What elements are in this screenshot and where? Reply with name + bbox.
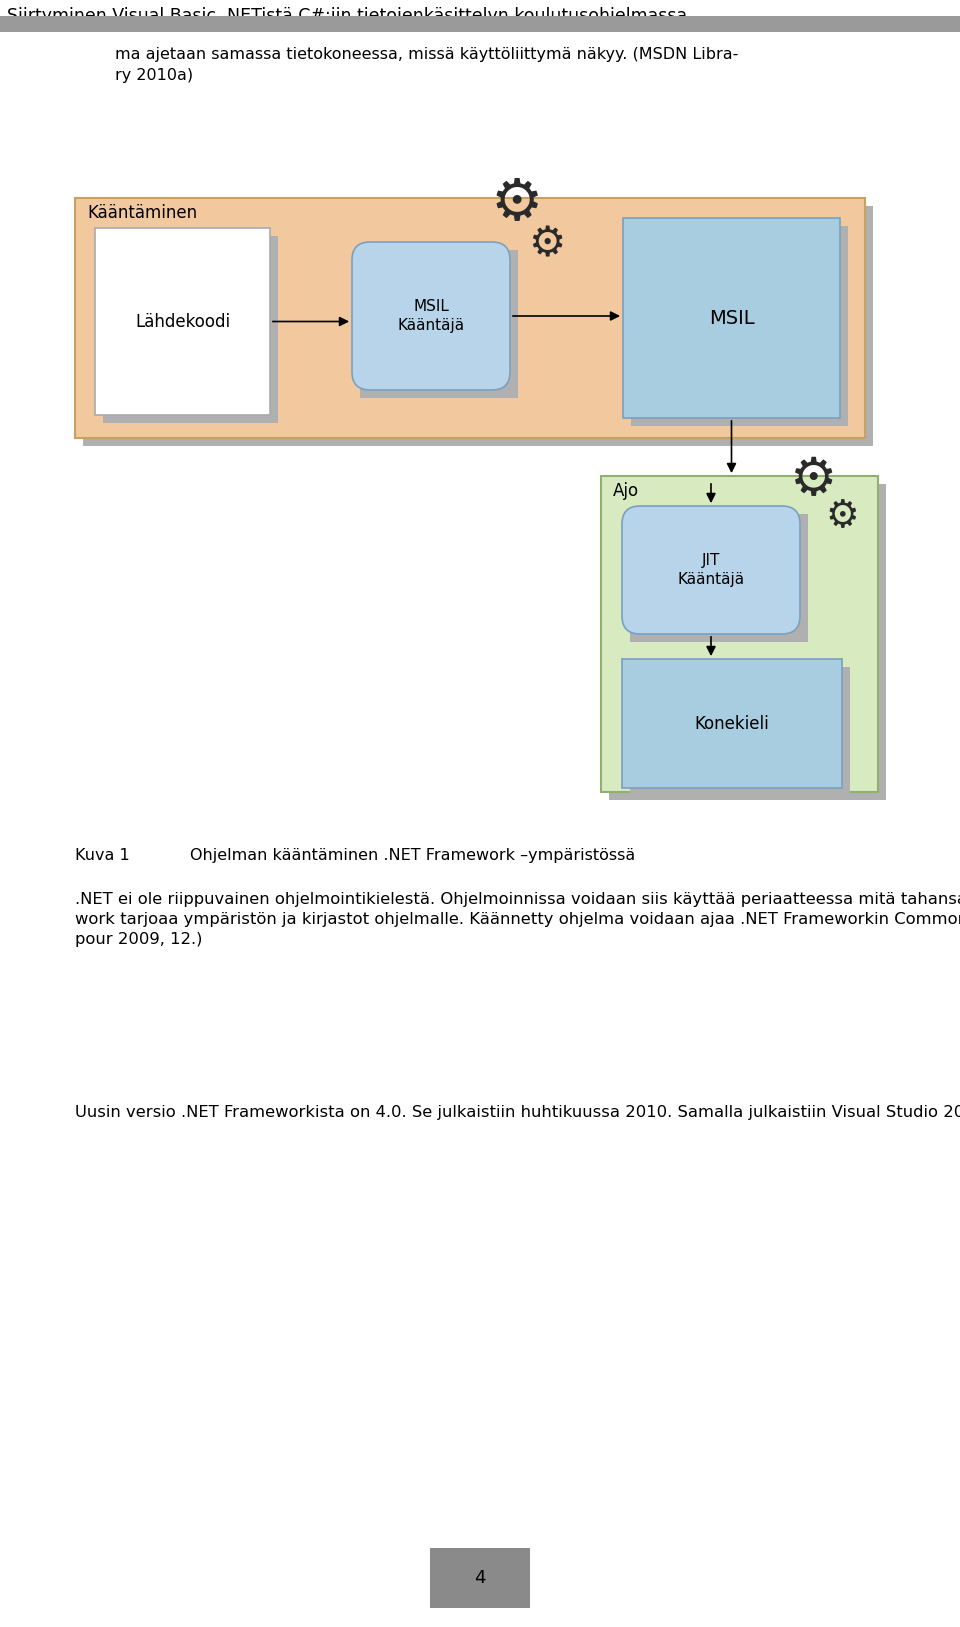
Bar	[0, 16, 960, 33]
Text: JIT
Kääntäjä: JIT Kääntäjä	[678, 553, 745, 587]
Bar	[360, 251, 518, 399]
Text: MSIL
Kääntäjä: MSIL Kääntäjä	[397, 299, 465, 334]
Text: Konekieli: Konekieli	[695, 714, 769, 732]
Bar	[430, 1547, 530, 1607]
Text: ⚙: ⚙	[825, 499, 858, 535]
Text: ⚙: ⚙	[790, 454, 837, 506]
Bar	[630, 667, 850, 796]
FancyBboxPatch shape	[352, 242, 510, 390]
Text: 4: 4	[474, 1568, 486, 1586]
Bar	[623, 218, 840, 418]
Bar	[601, 477, 878, 792]
Text: ⚙: ⚙	[490, 176, 542, 233]
FancyBboxPatch shape	[622, 506, 800, 635]
Bar	[103, 236, 278, 423]
Text: Kuva 1: Kuva 1	[75, 848, 130, 862]
Bar	[622, 659, 842, 787]
Text: ma ajetaan samassa tietokoneessa, missä käyttöliittymä näkyy. (MSDN Libra-
ry 20: ma ajetaan samassa tietokoneessa, missä …	[115, 47, 738, 83]
Text: Ohjelman kääntäminen .NET Framework –ympäristössä: Ohjelman kääntäminen .NET Framework –ymp…	[190, 848, 636, 862]
Bar	[631, 226, 848, 426]
Text: MSIL: MSIL	[708, 309, 755, 327]
Text: Lähdekoodi: Lähdekoodi	[135, 312, 230, 330]
Text: Siirtyminen Visual Basic .NETistä C#:iin tietojenkäsittelyn koulutusohjelmassa: Siirtyminen Visual Basic .NETistä C#:iin…	[7, 7, 687, 24]
Bar	[83, 207, 873, 446]
Text: Uusin versio .NET Frameworkista on 4.0. Se julkaistiin huhtikuussa 2010. Samalla: Uusin versio .NET Frameworkista on 4.0. …	[75, 1105, 960, 1119]
Bar	[75, 198, 865, 438]
Bar	[630, 514, 808, 643]
Bar	[95, 228, 270, 415]
Text: Kääntäminen: Kääntäminen	[87, 203, 197, 221]
Text: .NET ei ole riippuvainen ohjelmointikielestä. Ohjelmoinnissa voidaan siis käyttä: .NET ei ole riippuvainen ohjelmointikiel…	[75, 892, 960, 947]
Text: Ajo: Ajo	[613, 482, 639, 499]
Bar	[609, 483, 886, 800]
Text: ⚙: ⚙	[528, 223, 565, 265]
